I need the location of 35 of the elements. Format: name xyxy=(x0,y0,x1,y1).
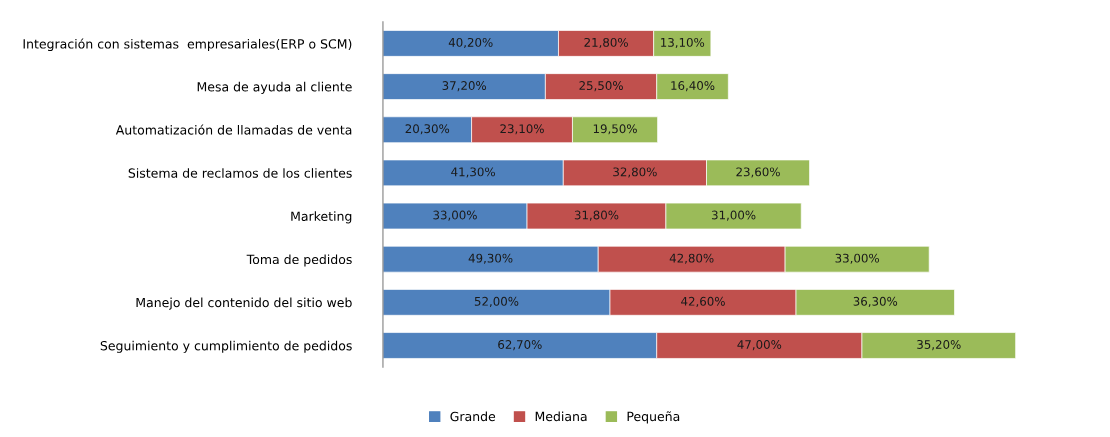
data-label: 25,50% xyxy=(579,81,623,92)
data-label: 33,00% xyxy=(835,253,879,264)
data-label: 37,20% xyxy=(442,81,487,92)
data-label: 36,30% xyxy=(853,296,898,307)
y-tick-label: Sistema de reclamos de los clientes xyxy=(128,168,352,178)
data-label: 20,30% xyxy=(405,124,450,135)
data-label: 47,00% xyxy=(737,340,782,351)
data-label: 16,40% xyxy=(671,81,715,92)
y-tick-label: Automatización de llamadas de venta xyxy=(115,124,352,135)
y-tick-label: Toma de pedidos xyxy=(246,254,352,267)
legend-label: Grande xyxy=(450,411,496,422)
y-tick-label: Integración con sistemas empresariales(ERP o SCM) xyxy=(23,38,352,52)
legend-label: Pequeña xyxy=(627,411,680,424)
data-label: 52,00% xyxy=(474,296,519,307)
legend-label: Mediana xyxy=(535,411,587,422)
data-label: 33,00% xyxy=(433,210,477,221)
data-label: 42,60% xyxy=(681,296,725,307)
y-tick-label: Marketing xyxy=(291,211,352,224)
y-tick-label: Seguimiento y cumplimiento de pedidos xyxy=(100,340,352,353)
data-label: 23,10% xyxy=(500,124,544,135)
data-label: 41,30% xyxy=(451,167,495,178)
y-tick-label: Mesa de ayuda al cliente xyxy=(197,81,352,94)
y-tick-label: Manejo del contenido del sitio web xyxy=(136,297,352,310)
data-label: 21,80% xyxy=(584,37,628,49)
data-label: 23,60% xyxy=(736,167,780,178)
data-label: 31,00% xyxy=(711,210,756,221)
data-label: 32,80% xyxy=(613,167,657,178)
data-label: 31,80% xyxy=(574,210,619,221)
data-label: 49,30% xyxy=(468,253,513,264)
data-label: 19,50% xyxy=(593,124,637,135)
data-label: 13,10% xyxy=(661,37,705,49)
data-label: 40,20% xyxy=(448,37,493,49)
data-label: 42,80% xyxy=(669,253,714,264)
data-label: 35,20% xyxy=(917,340,961,351)
data-label: 62,70% xyxy=(498,340,542,351)
